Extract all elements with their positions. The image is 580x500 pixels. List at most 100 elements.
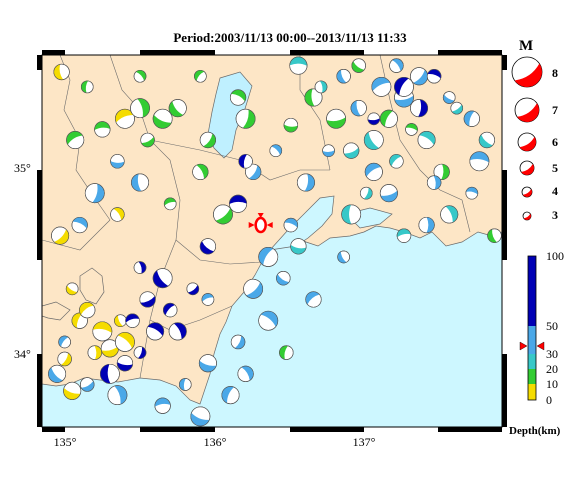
magnitude-symbol bbox=[517, 132, 537, 152]
quake-marker bbox=[433, 163, 450, 181]
quake-marker bbox=[478, 131, 496, 149]
depth-tick-label: 50 bbox=[546, 319, 558, 333]
quake-marker bbox=[269, 144, 283, 157]
map-title: Period:2003/11/13 00:00--2013/11/13 11:3… bbox=[173, 30, 407, 45]
quake-marker bbox=[305, 291, 322, 308]
quake-marker bbox=[125, 313, 140, 328]
mag-label: 5 bbox=[552, 161, 558, 175]
quake-marker bbox=[201, 293, 215, 306]
magnitude-symbol bbox=[514, 97, 540, 123]
quake-marker bbox=[351, 58, 366, 73]
quake-marker bbox=[66, 131, 85, 150]
quake-marker bbox=[426, 69, 442, 84]
quake-marker bbox=[92, 321, 113, 342]
quake-marker bbox=[63, 381, 82, 400]
quake-marker bbox=[65, 282, 79, 296]
quake-marker bbox=[178, 378, 192, 391]
quake-marker bbox=[115, 108, 135, 129]
quake-marker bbox=[290, 238, 307, 255]
quake-marker bbox=[279, 345, 294, 360]
lat-tick-label: 34° bbox=[14, 347, 31, 361]
quake-marker bbox=[258, 310, 279, 331]
awaji-island bbox=[79, 267, 105, 305]
magnitude-legend: M 8 7 6 5 4 3 bbox=[511, 38, 558, 222]
quake-marker bbox=[229, 194, 248, 213]
quake-marker bbox=[58, 335, 71, 349]
lon-tick-label: 135° bbox=[54, 435, 77, 449]
quake-marker bbox=[199, 238, 217, 255]
quake-marker bbox=[51, 226, 70, 245]
quake-marker bbox=[289, 56, 308, 75]
frame-ticks bbox=[37, 50, 507, 432]
quake-marker bbox=[389, 58, 404, 73]
quake-marker bbox=[110, 207, 125, 222]
quake-marker bbox=[283, 217, 299, 233]
frame-tick bbox=[37, 354, 42, 427]
earthquake-markers bbox=[48, 56, 502, 427]
magnitude-symbol bbox=[519, 160, 535, 176]
frame-tick bbox=[502, 354, 507, 427]
depth-bar-teal bbox=[528, 354, 536, 369]
quake-marker bbox=[450, 101, 464, 115]
quake-marker bbox=[57, 351, 72, 367]
frame-tick bbox=[42, 50, 65, 55]
quake-marker bbox=[139, 291, 156, 308]
quake-marker bbox=[276, 271, 291, 286]
quake-marker bbox=[199, 131, 217, 149]
quake-marker bbox=[394, 76, 414, 97]
quake-marker bbox=[304, 88, 323, 107]
quake-marker bbox=[133, 69, 147, 83]
quake-marker bbox=[389, 154, 404, 169]
axis-labels: 135° 136° 137° 35° 34° bbox=[14, 161, 376, 449]
quake-marker bbox=[152, 108, 173, 129]
frame-tick bbox=[42, 427, 65, 432]
quake-marker bbox=[163, 197, 177, 211]
mag-label: 4 bbox=[552, 184, 558, 198]
frame-tick bbox=[37, 170, 42, 260]
quake-marker bbox=[192, 163, 209, 181]
depth-tick-label: 30 bbox=[546, 347, 558, 361]
depth-legend: 100 50 30 20 10 0 Depth(km) bbox=[509, 249, 564, 437]
quake-marker bbox=[363, 130, 384, 150]
frame-tick bbox=[290, 427, 364, 432]
quake-marker bbox=[110, 154, 125, 169]
depth-bar-green bbox=[528, 369, 536, 384]
quake-marker bbox=[405, 123, 418, 136]
quake-marker bbox=[84, 183, 105, 204]
mag-label: 7 bbox=[552, 103, 558, 117]
mainshock-pointer bbox=[248, 222, 255, 229]
frame-tick bbox=[502, 170, 507, 260]
quake-marker bbox=[80, 80, 94, 94]
quake-marker bbox=[359, 186, 373, 200]
quake-marker bbox=[367, 112, 381, 126]
magnitude-legend-title: M bbox=[519, 38, 533, 54]
quake-marker bbox=[115, 332, 135, 352]
quake-marker bbox=[130, 98, 150, 119]
quake-marker bbox=[343, 142, 360, 159]
shikoku-coast bbox=[42, 301, 71, 321]
quake-marker bbox=[116, 355, 134, 372]
quake-marker bbox=[71, 216, 88, 234]
quake-marker bbox=[162, 302, 178, 318]
quake-marker bbox=[154, 397, 171, 414]
quake-marker bbox=[410, 99, 429, 118]
quake-marker bbox=[337, 250, 350, 264]
quake-marker bbox=[229, 89, 247, 106]
frame-tick bbox=[140, 427, 215, 432]
quake-marker bbox=[418, 216, 435, 234]
quake-marker bbox=[296, 173, 315, 192]
mainshock-pointer bbox=[266, 222, 273, 229]
quake-marker bbox=[371, 76, 392, 97]
quake-marker bbox=[410, 67, 429, 86]
quake-marker bbox=[245, 163, 262, 181]
quake-marker bbox=[48, 364, 67, 383]
quake-marker bbox=[133, 261, 147, 274]
quake-marker bbox=[99, 363, 120, 384]
lon-tick-label: 136° bbox=[204, 435, 227, 449]
quake-marker bbox=[221, 386, 240, 405]
depth-tick-label: 0 bbox=[546, 393, 552, 407]
quake-marker bbox=[168, 99, 187, 118]
quake-marker bbox=[79, 301, 96, 319]
depth-legend-title: Depth(km) bbox=[509, 425, 561, 437]
quake-marker bbox=[396, 228, 412, 243]
